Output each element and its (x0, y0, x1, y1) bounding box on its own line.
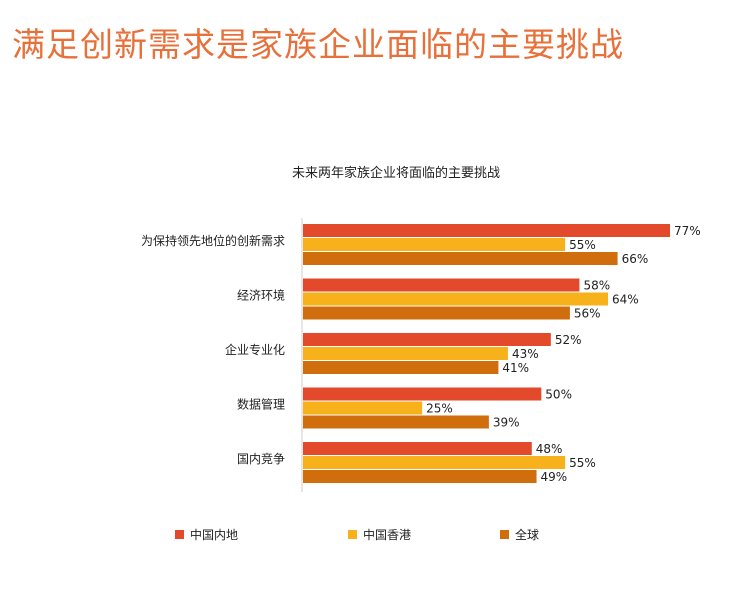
bar (303, 415, 489, 429)
legend-swatch (500, 530, 509, 539)
chart-title: 未来两年家族企业将面临的主要挑战 (292, 165, 500, 181)
value-label: 55% (569, 238, 596, 252)
bars (303, 224, 670, 483)
category-label: 为保持领先地位的创新需求 (141, 233, 285, 248)
category-label: 企业专业化 (225, 342, 285, 357)
bar (303, 238, 566, 251)
bar (303, 278, 580, 292)
value-label: 41% (502, 361, 529, 375)
value-label: 52% (555, 333, 582, 347)
bar (303, 224, 670, 237)
bar (303, 361, 499, 374)
legend-label: 中国内地 (190, 527, 238, 542)
value-label: 77% (674, 224, 701, 238)
value-label: 48% (536, 442, 563, 456)
value-label: 25% (426, 402, 453, 416)
value-label: 55% (569, 456, 596, 470)
value-label: 64% (612, 293, 639, 307)
value-label: 66% (622, 252, 649, 266)
bar (303, 387, 542, 401)
bar (303, 456, 566, 469)
bar (303, 470, 537, 483)
value-label: 39% (493, 416, 520, 430)
bar (303, 252, 618, 265)
value-label: 58% (583, 279, 610, 293)
bar (303, 333, 551, 346)
bar (303, 442, 532, 455)
category-label: 国内竞争 (237, 452, 285, 466)
bar (303, 306, 570, 320)
value-label: 50% (545, 388, 572, 402)
value-label: 49% (541, 470, 568, 484)
legend-label: 全球 (515, 527, 539, 542)
value-label: 56% (574, 307, 601, 321)
legend: 中国内地 中国香港 全球 (175, 527, 539, 542)
bar (303, 401, 423, 415)
category-label: 经济环境 (237, 288, 285, 303)
legend-swatch (175, 530, 184, 539)
legend-label: 中国香港 (363, 527, 411, 542)
bar (303, 347, 508, 360)
value-labels: 77% 55% 66% 58%64% 56% 52% 43%41% 50% 25% 39% 48% 5… (426, 224, 701, 484)
page-title: 满足创新需求是家族企业面临的主要挑战 (12, 25, 624, 64)
bar (303, 292, 609, 306)
legend-swatch (348, 530, 357, 539)
value-label: 43% (512, 347, 539, 361)
category-label: 数据管理 (237, 397, 285, 412)
